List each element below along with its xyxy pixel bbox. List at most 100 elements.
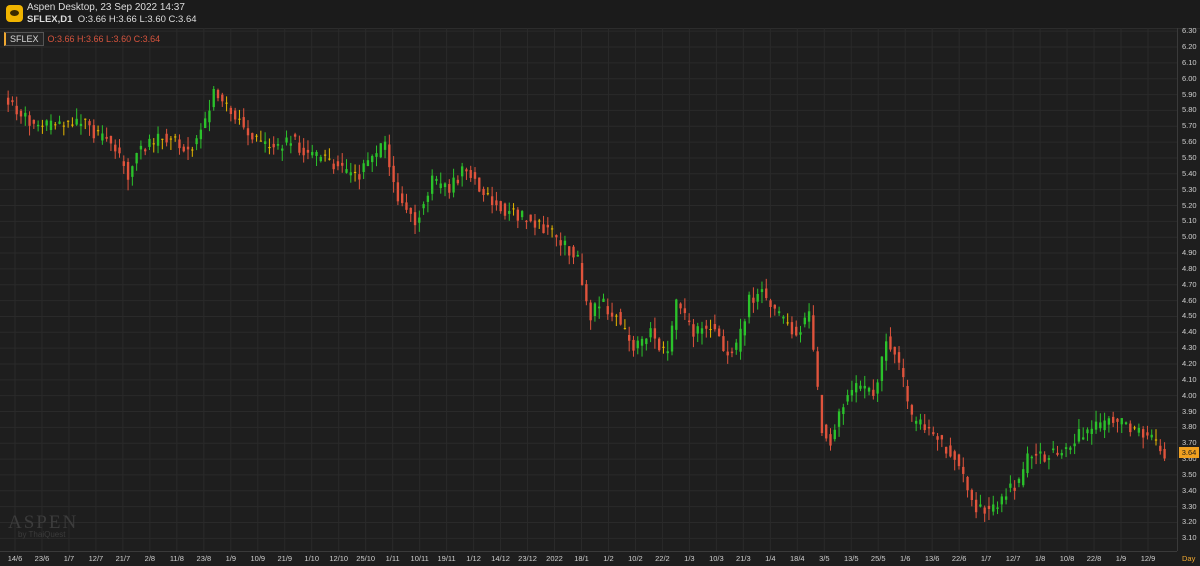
candle <box>726 340 729 364</box>
candle-body <box>769 300 772 307</box>
candle <box>675 298 678 340</box>
candle-body <box>944 446 948 454</box>
candle-body <box>328 158 331 160</box>
timeframe-label[interactable]: Day <box>1182 554 1196 563</box>
candle <box>208 99 211 132</box>
price-chart[interactable] <box>0 28 1177 551</box>
x-tick-label: 1/4 <box>765 554 776 563</box>
candle <box>1094 410 1098 434</box>
candle-body <box>448 184 451 193</box>
candle <box>1086 427 1089 441</box>
candle <box>315 150 318 166</box>
candle-body <box>84 118 87 120</box>
candle <box>520 210 524 221</box>
candle <box>1090 420 1093 445</box>
candle-body <box>572 246 575 258</box>
candle-body <box>216 89 220 99</box>
candle-body <box>1034 453 1038 456</box>
candle <box>705 319 708 338</box>
watermark-subtitle: by ThaiQuest <box>18 530 66 539</box>
candle <box>619 308 622 326</box>
candle-body <box>516 209 520 221</box>
candle <box>259 130 263 142</box>
candle-body <box>842 407 845 415</box>
x-tick-label: 3/5 <box>819 554 830 563</box>
candle <box>341 153 344 173</box>
candle <box>825 423 828 442</box>
candle <box>293 132 297 141</box>
candle-body <box>375 153 378 157</box>
y-tick-label: 3.90 <box>1182 406 1197 416</box>
candle <box>139 140 143 160</box>
candle-body <box>687 320 691 322</box>
candle-body <box>786 322 789 324</box>
x-tick-label: 12/9 <box>1140 554 1156 563</box>
candle-body <box>1129 423 1132 433</box>
candle <box>1034 443 1038 465</box>
candle <box>165 128 168 147</box>
candle <box>653 317 657 349</box>
candle-body <box>897 352 901 363</box>
candle <box>615 313 618 327</box>
candle-body <box>1043 454 1046 462</box>
candle-body <box>418 217 421 223</box>
candle-body <box>430 175 434 194</box>
candle <box>216 88 220 102</box>
candle <box>118 139 121 158</box>
candle <box>255 134 258 142</box>
candle-body <box>610 312 614 317</box>
candle-body <box>259 140 263 142</box>
candle-body <box>298 142 301 153</box>
candle <box>1112 411 1115 428</box>
candle <box>186 137 190 160</box>
candle <box>422 201 425 215</box>
candle-body <box>36 124 40 127</box>
legend-symbol[interactable]: SFLEX <box>4 32 44 46</box>
candle <box>1022 461 1025 488</box>
candle <box>199 123 203 149</box>
candle-body <box>478 177 481 192</box>
candle-body <box>812 315 815 350</box>
candle <box>649 322 652 343</box>
candle-body <box>717 328 721 337</box>
y-tick-label: 4.00 <box>1182 390 1197 400</box>
candle <box>96 125 100 136</box>
candle-body <box>910 405 914 415</box>
candle-body <box>242 117 245 128</box>
candle-body <box>144 149 147 152</box>
ohlc-header: O:3.66 H:3.66 L:3.60 C:3.64 <box>77 14 197 25</box>
candle-body <box>525 220 528 223</box>
candle <box>585 280 588 306</box>
candle-body <box>576 254 579 257</box>
candle-body <box>1064 447 1068 450</box>
candle <box>632 335 635 357</box>
candle-body <box>332 163 335 170</box>
candle-body <box>550 228 554 230</box>
y-tick-label: 4.90 <box>1182 248 1197 258</box>
candle <box>696 322 699 343</box>
candle <box>233 107 237 124</box>
candle-body <box>199 129 203 140</box>
candle <box>392 156 395 193</box>
candle <box>396 173 400 206</box>
x-axis-line <box>0 551 1177 552</box>
candle <box>1060 449 1063 459</box>
candle <box>769 298 772 318</box>
candle-body <box>533 220 537 228</box>
candle <box>640 336 644 357</box>
candle <box>426 191 430 213</box>
candle <box>19 109 23 124</box>
candle-body <box>1094 421 1098 430</box>
candle-body <box>726 351 729 356</box>
candle <box>739 318 742 360</box>
candle-body <box>546 224 549 228</box>
candle-body <box>118 147 121 154</box>
candle-body <box>1099 422 1102 429</box>
candle-body <box>456 179 460 184</box>
candle-body <box>645 338 648 345</box>
symbol-info: SFLEX,D1 O:3.66 H:3.66 L:3.60 C:3.64 <box>27 14 197 25</box>
candle-body <box>161 138 164 140</box>
candle <box>375 145 378 167</box>
candle <box>191 146 194 157</box>
candle-body <box>512 208 515 210</box>
